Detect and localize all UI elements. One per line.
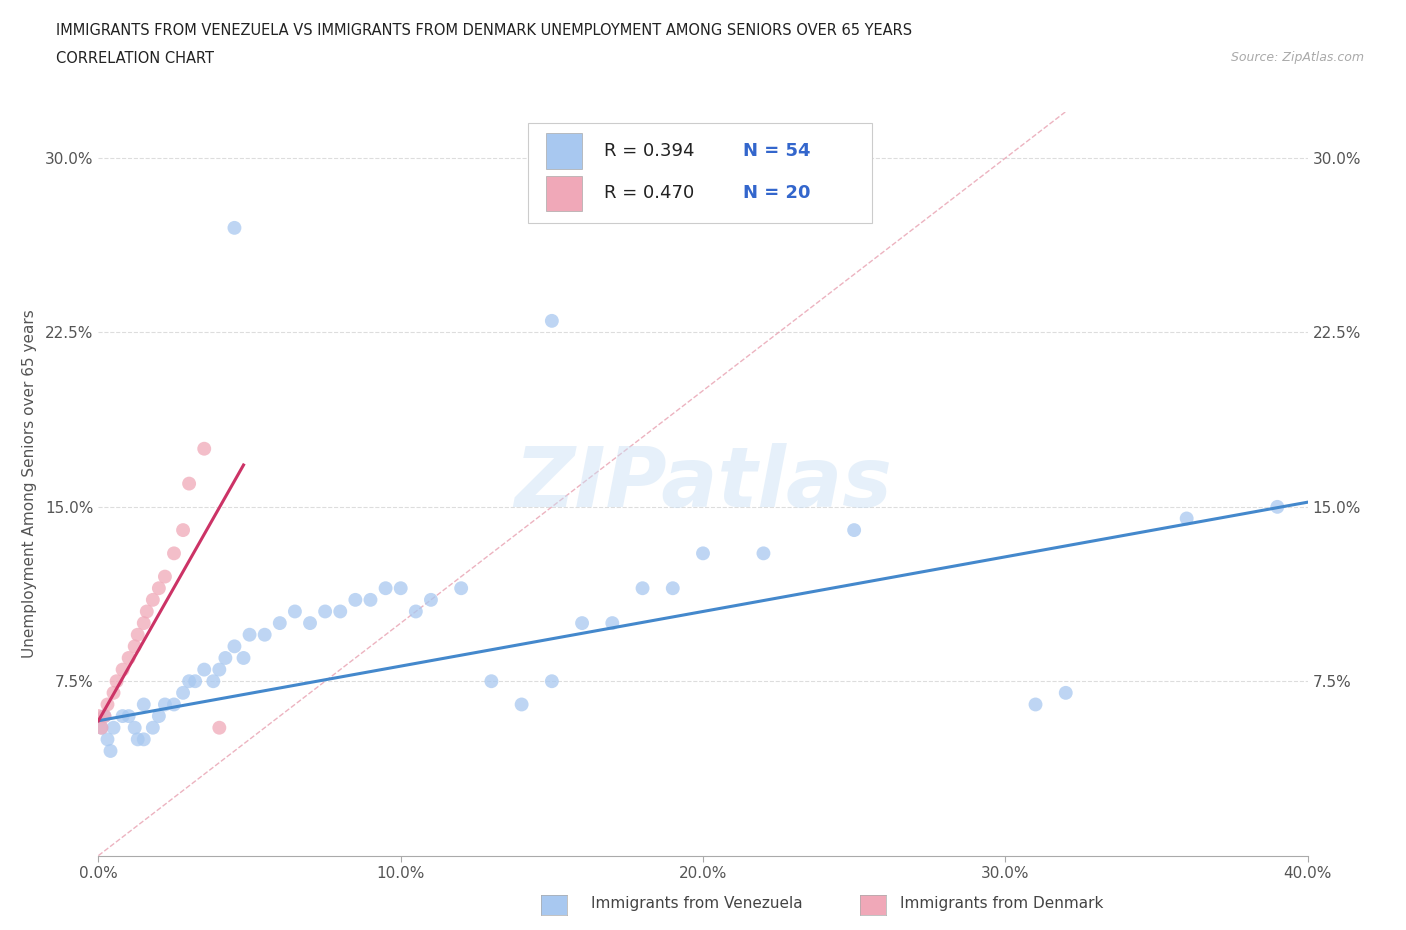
Point [314, 604, 336, 619]
Point [124, 639, 146, 654]
Point [360, 592, 382, 607]
Point [142, 720, 165, 735]
Text: CORRELATION CHART: CORRELATION CHART [56, 51, 214, 66]
Point [450, 580, 472, 596]
Text: Immigrants from Denmark: Immigrants from Denmark [900, 897, 1104, 911]
Point [1175, 512, 1198, 526]
Point [179, 476, 201, 491]
Point [124, 720, 146, 735]
Point [571, 616, 593, 631]
Point [631, 580, 654, 596]
Point [135, 604, 157, 619]
Point [202, 673, 225, 688]
Point [405, 604, 427, 619]
Point [118, 651, 141, 666]
Point [132, 616, 155, 631]
Point [692, 546, 714, 561]
Point [510, 698, 533, 712]
Point [1267, 499, 1289, 514]
Point [142, 592, 165, 607]
Point [163, 546, 186, 561]
Point [224, 220, 246, 235]
Point [1054, 685, 1077, 700]
Point [132, 698, 155, 712]
Text: IMMIGRANTS FROM VENEZUELA VS IMMIGRANTS FROM DENMARK UNEMPLOYMENT AMONG SENIORS : IMMIGRANTS FROM VENEZUELA VS IMMIGRANTS … [56, 23, 912, 38]
Point [661, 580, 683, 596]
Point [132, 732, 155, 747]
Point [232, 651, 254, 666]
Point [93, 709, 115, 724]
Point [87, 709, 110, 724]
Text: ZIPatlas: ZIPatlas [515, 443, 891, 525]
Point [103, 685, 125, 700]
Point [96, 732, 118, 747]
Point [284, 604, 307, 619]
Point [100, 744, 122, 759]
Y-axis label: Unemployment Among Seniors over 65 years: Unemployment Among Seniors over 65 years [21, 309, 37, 658]
Point [208, 662, 231, 677]
Point [105, 673, 128, 688]
Point [224, 639, 246, 654]
FancyBboxPatch shape [527, 123, 872, 223]
Point [111, 662, 134, 677]
Bar [546, 133, 582, 169]
Point [127, 732, 149, 747]
Point [299, 616, 322, 631]
Point [540, 313, 562, 328]
Point [172, 685, 194, 700]
Point [752, 546, 775, 561]
Point [153, 698, 176, 712]
Point [540, 673, 562, 688]
Point [96, 698, 118, 712]
Point [193, 662, 215, 677]
Point [93, 709, 115, 724]
Text: R = 0.394: R = 0.394 [603, 142, 695, 160]
Text: R = 0.470: R = 0.470 [603, 184, 695, 203]
Point [90, 720, 112, 735]
Point [344, 592, 367, 607]
Text: Source: ZipAtlas.com: Source: ZipAtlas.com [1230, 51, 1364, 64]
Text: N = 54: N = 54 [742, 142, 810, 160]
Point [269, 616, 291, 631]
Point [153, 569, 176, 584]
Point [214, 651, 236, 666]
Point [179, 673, 201, 688]
Point [148, 709, 170, 724]
Bar [546, 176, 582, 211]
Text: N = 20: N = 20 [742, 184, 810, 203]
Point [111, 709, 134, 724]
Point [184, 673, 207, 688]
Point [374, 580, 396, 596]
Point [844, 523, 866, 538]
Point [148, 580, 170, 596]
Point [239, 628, 262, 643]
Point [1024, 698, 1046, 712]
Point [253, 628, 276, 643]
Point [90, 720, 112, 735]
Point [329, 604, 352, 619]
Point [118, 709, 141, 724]
Point [208, 720, 231, 735]
Point [420, 592, 443, 607]
Point [481, 673, 503, 688]
Point [602, 616, 624, 631]
Point [163, 698, 186, 712]
Point [389, 580, 412, 596]
Point [127, 628, 149, 643]
Point [193, 442, 215, 457]
Point [103, 720, 125, 735]
Text: Immigrants from Venezuela: Immigrants from Venezuela [591, 897, 803, 911]
Point [172, 523, 194, 538]
